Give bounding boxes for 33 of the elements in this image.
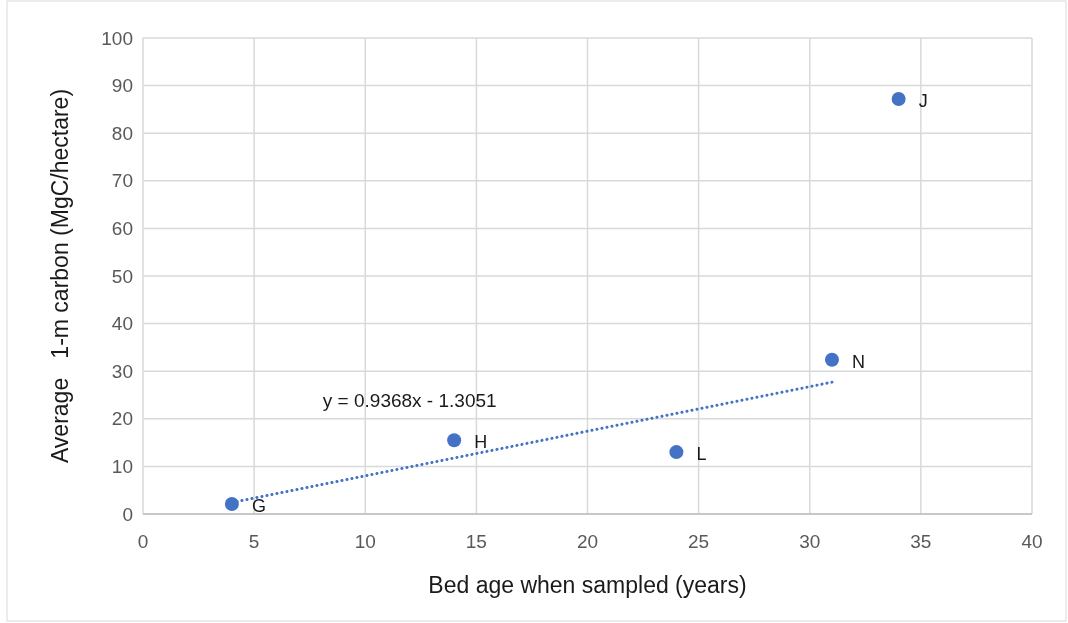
x-axis-title: Bed age when sampled (years) [428, 572, 747, 598]
x-tick-label: 40 [1021, 531, 1043, 552]
y-tick-label: 20 [111, 408, 133, 430]
annotation: y = 0.9368x - 1.3051 [322, 389, 497, 411]
point [824, 352, 839, 367]
x-tick-label: 5 [248, 531, 260, 552]
x-tick-label: 15 [465, 531, 487, 552]
x-tick-label: 25 [688, 531, 710, 552]
y-tick-label: 90 [111, 75, 133, 97]
point [669, 445, 684, 460]
x-tick-label: 20 [576, 531, 599, 552]
x-tick-label: 30 [799, 531, 821, 552]
y-tick-label: 40 [111, 313, 133, 335]
y-tick-label: 50 [111, 265, 133, 287]
point [224, 497, 239, 511]
y-tick-label: 10 [111, 456, 133, 478]
annotation: J [918, 90, 928, 111]
point [447, 433, 462, 448]
annotation: H [474, 432, 488, 453]
x-tick-label: 35 [910, 531, 932, 552]
y-tick-label: 0 [122, 503, 133, 525]
point [891, 91, 906, 106]
y-tick-label: 70 [111, 170, 133, 192]
y-axis-title: Average 1-m carbon (MgC/hectare) [47, 88, 73, 464]
y-tick-label: 80 [111, 122, 133, 144]
annotation: G [251, 496, 266, 516]
y-tick-label: 60 [111, 218, 133, 240]
annotation: L [696, 444, 707, 465]
annotation: N [851, 351, 865, 372]
x-tick-label: 0 [137, 531, 149, 552]
y-tick-label: 100 [101, 27, 133, 49]
x-tick-label: 10 [354, 531, 376, 552]
y-tick-label: 30 [111, 360, 133, 382]
